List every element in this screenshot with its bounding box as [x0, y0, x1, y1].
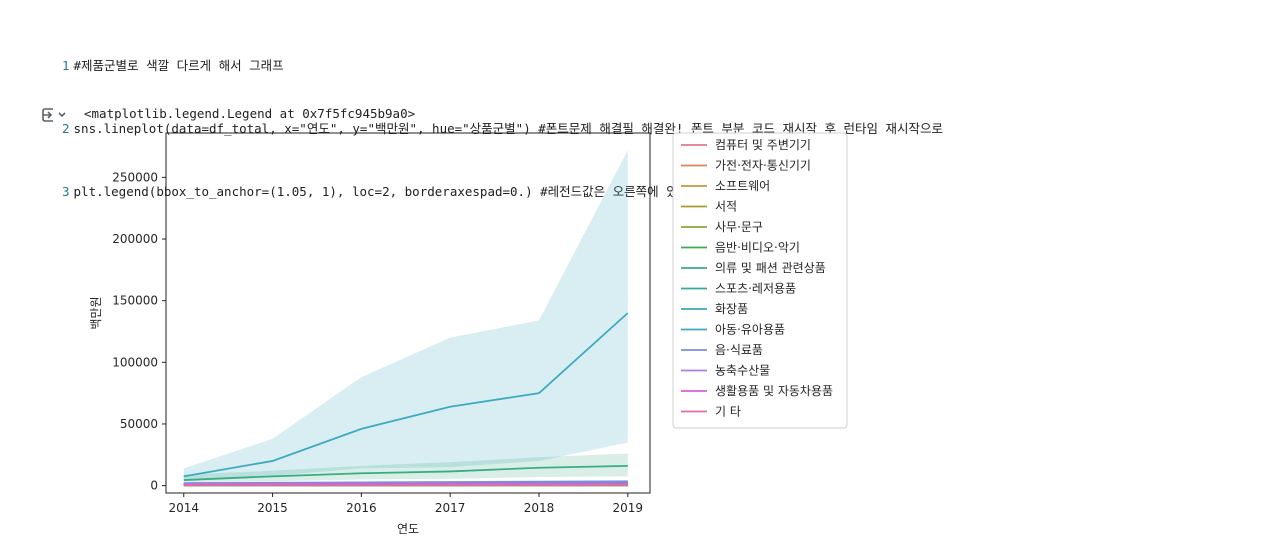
legend-entry: 소프트웨어: [715, 179, 770, 193]
series-line: [183, 464, 628, 481]
line-number: 2: [62, 121, 70, 136]
legend-entry: 의류 및 패션 관련상품: [715, 261, 826, 275]
legend-entry: 서적: [715, 200, 737, 214]
line-number: 3: [62, 184, 70, 199]
y-tick-label: 50000: [120, 417, 158, 431]
legend-entry: 사무·문구: [715, 220, 763, 234]
output-text: <matplotlib.legend.Legend at 0x7f5fc945b…: [84, 106, 416, 121]
y-tick-label: 100000: [112, 355, 158, 369]
y-tick-label: 150000: [112, 294, 158, 308]
confidence-band: [183, 150, 628, 481]
series-line: [183, 482, 628, 486]
x-tick-label: 2018: [524, 501, 555, 515]
series-line: [183, 312, 629, 478]
x-axis-label: 연도: [397, 522, 419, 536]
legend-entry: 생활용품 및 자동차용품: [715, 384, 833, 398]
legend-entry: 아동·유아용품: [715, 323, 785, 337]
code-cell[interactable]: 1 #제품군별로 색깔 다르게 해서 그래프 2 sns.lineplot(data…: [62, 13, 943, 223]
code-line-2: 2 sns.lineplot(data=df_total, x="연도", y="…: [62, 118, 943, 139]
legend: 컴퓨터 및 주변기기가전·전자·통신기기소프트웨어서적사무·문구음반·비디오·악…: [672, 132, 848, 429]
axes-frame: [165, 132, 651, 494]
legend-frame: [672, 132, 848, 429]
code-line-1: 1 #제품군별로 색깔 다르게 해서 그래프: [62, 55, 943, 76]
y-axis-label: 백만원: [89, 296, 103, 329]
code-text: sns.lineplot(data=df_total, x="연도", y="백…: [73, 121, 944, 136]
output-toggle-icon[interactable]: [40, 106, 68, 124]
y-tick-label: 200000: [112, 232, 158, 246]
code-line-3: 3 plt.legend(bbox_to_anchor=(1.05, 1), lo…: [62, 181, 943, 202]
legend-entry: 컴퓨터 및 주변기기: [715, 138, 811, 152]
x-tick-label: 2016: [346, 501, 377, 515]
legend-entry: 음반·비디오·악기: [715, 241, 800, 255]
code-text: plt.legend(bbox_to_anchor=(1.05, 1), loc…: [73, 184, 720, 199]
y-tick-label: 0: [150, 479, 158, 493]
code-text: #제품군별로 색깔 다르게 해서 그래프: [73, 58, 284, 73]
legend-entry: 화장품: [715, 302, 748, 316]
x-tick-label: 2015: [257, 501, 288, 515]
x-tick-label: 2014: [168, 501, 199, 515]
line-number: 1: [62, 58, 70, 73]
legend-entry: 음·식료품: [715, 343, 763, 357]
y-tick-label: 250000: [112, 170, 158, 184]
legend-entry: 농축수산물: [715, 364, 770, 378]
x-tick-label: 2019: [613, 501, 644, 515]
legend-entry: 가전·전자·통신기기: [715, 159, 811, 173]
x-tick-label: 2017: [435, 501, 466, 515]
legend-entry: 기 타: [715, 405, 741, 419]
legend-entry: 스포츠·레저용품: [715, 282, 796, 296]
series-line: [183, 480, 628, 485]
